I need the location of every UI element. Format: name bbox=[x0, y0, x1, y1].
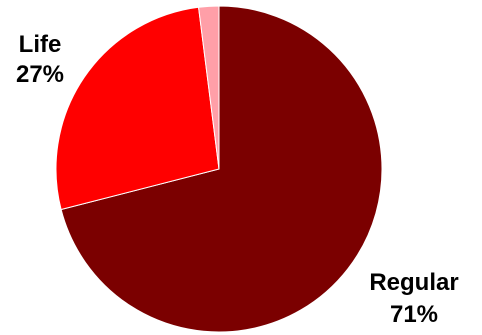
slice-value-regular: 71% bbox=[390, 301, 438, 328]
pie-slice-other bbox=[198, 5, 220, 170]
slice-label-life: Life bbox=[19, 31, 62, 58]
pie-slices bbox=[55, 5, 383, 333]
slice-label-regular: Regular bbox=[369, 269, 458, 296]
slice-value-life: 27% bbox=[16, 61, 64, 88]
pie-slice-regular bbox=[60, 5, 383, 333]
pie-slice-life bbox=[55, 6, 220, 211]
